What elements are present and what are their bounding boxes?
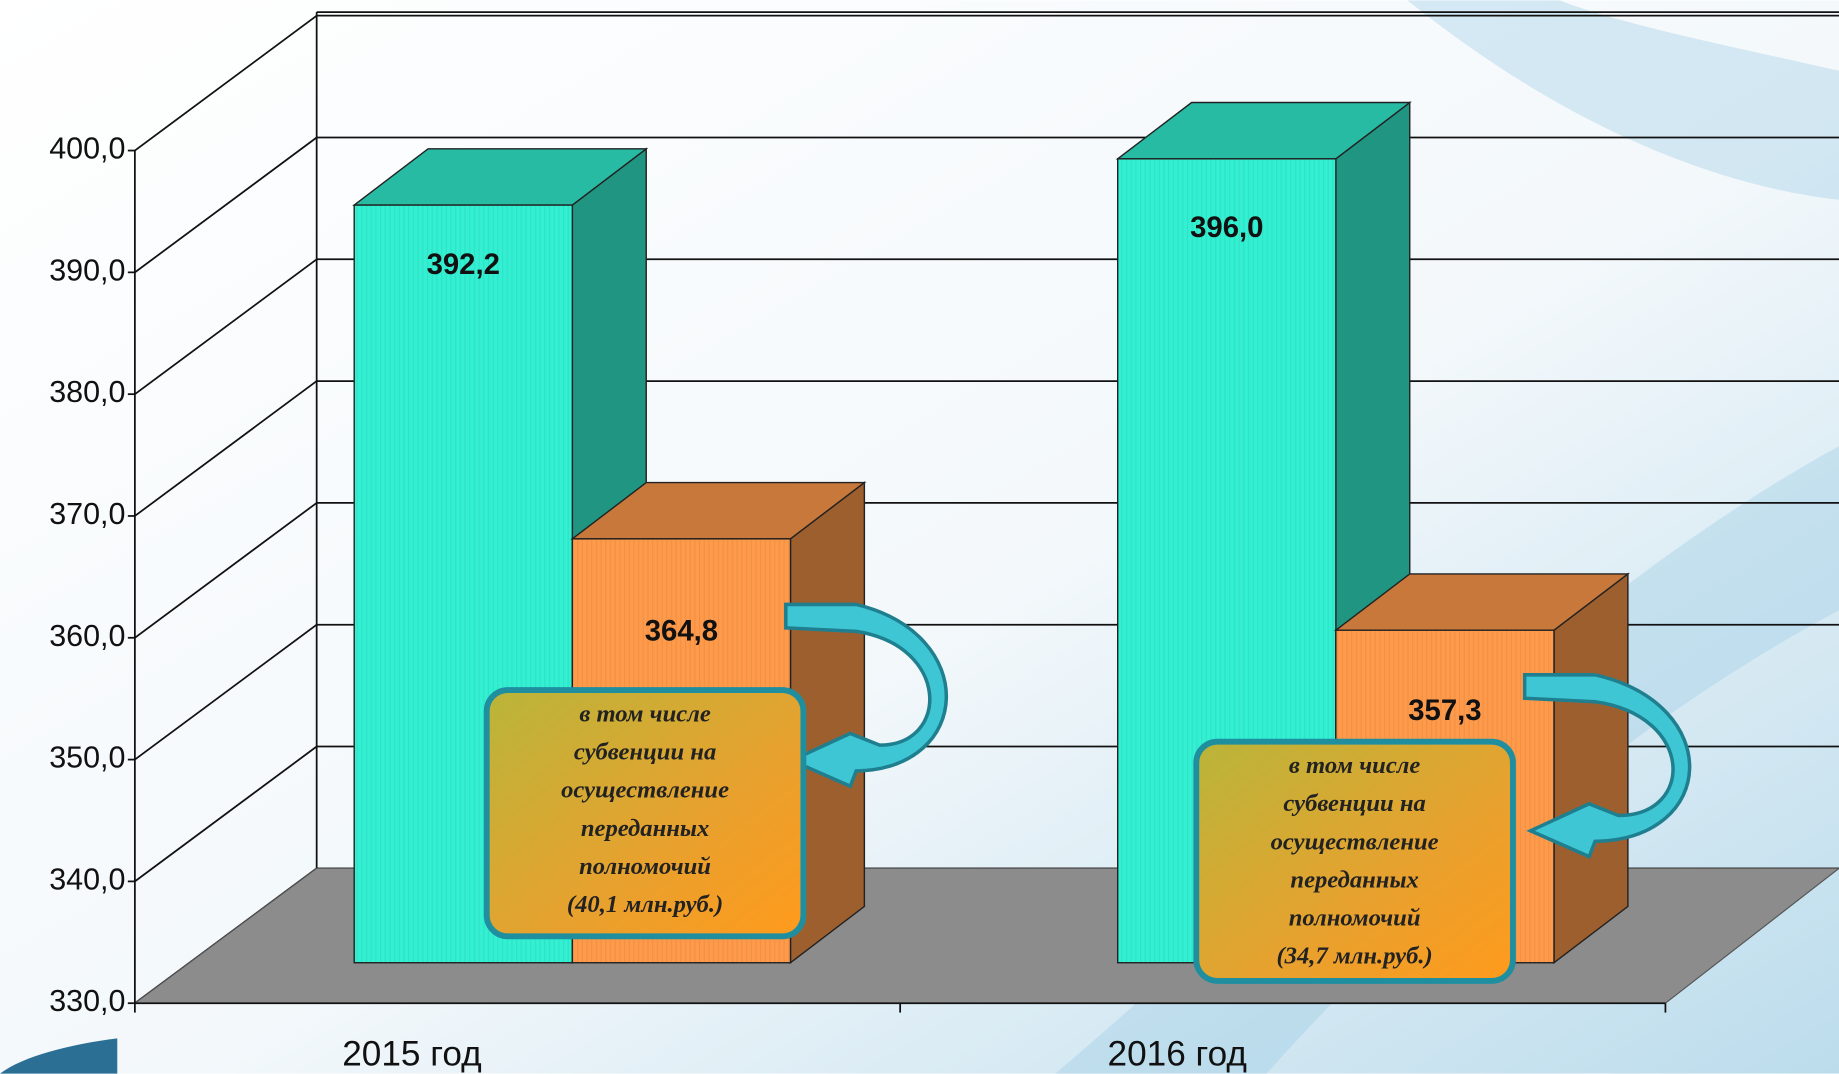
y-tick-label: 380,0	[49, 375, 125, 409]
callout-text: (40,1 млн.руб.)	[567, 891, 723, 918]
callout-text: полномочий	[579, 853, 711, 880]
callout-text: полномочий	[1289, 905, 1421, 932]
callout-text: (34,7 млн.руб.)	[1276, 943, 1432, 970]
callout-text: переданных	[581, 815, 709, 842]
y-tick-label: 340,0	[49, 862, 125, 896]
callout-text: переданных	[1290, 866, 1418, 893]
value-label: 396,0	[1190, 211, 1263, 244]
callout-text: субвенции на	[574, 739, 716, 766]
y-tick-label: 400,0	[49, 132, 125, 166]
x-tick-label: 2015 год	[342, 1034, 481, 1073]
page: 330,0 340,0 350,0 360,0 370,0 380,0 390,0 400,0…	[0, 0, 1839, 1074]
chart: 330,0 340,0 350,0 360,0 370,0 380,0 390,0 400,0…	[0, 0, 1839, 1074]
x-tick-label: 2016 год	[1108, 1034, 1247, 1073]
callout-text: осуществление	[561, 777, 729, 804]
callout-text: осуществление	[1271, 828, 1439, 855]
y-tick-label: 390,0	[49, 253, 125, 287]
value-label: 392,2	[427, 248, 500, 281]
y-tick-label: 330,0	[49, 984, 125, 1018]
y-tick-label: 360,0	[49, 619, 125, 653]
callout-text: в том числе	[1289, 752, 1420, 779]
y-tick-label: 350,0	[49, 741, 125, 775]
bar-side	[1554, 574, 1628, 963]
value-label: 357,3	[1408, 694, 1481, 727]
y-tick-label: 370,0	[49, 497, 125, 531]
callout-text: в том числе	[579, 701, 710, 728]
value-label: 364,8	[645, 614, 718, 647]
callout-text: субвенции на	[1283, 790, 1425, 817]
